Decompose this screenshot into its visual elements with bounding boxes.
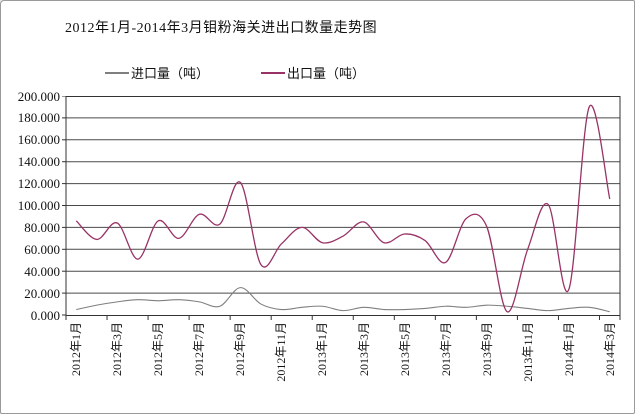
x-axis-label: 2013年5月 xyxy=(397,322,412,377)
import-line-swatch xyxy=(105,71,129,74)
import-line xyxy=(76,287,610,313)
export-line xyxy=(75,104,611,313)
x-axis-label: 2013年3月 xyxy=(356,322,371,377)
y-axis-label: 40.000 xyxy=(24,263,60,279)
export-line-swatch xyxy=(261,71,286,74)
y-axis-label: 200.000 xyxy=(17,88,60,104)
y-axis-label: 120.000 xyxy=(17,176,60,192)
x-axis-label: 2012年9月 xyxy=(233,322,248,377)
x-axis-label: 2014年3月 xyxy=(602,322,617,377)
y-axis-label: 160.000 xyxy=(17,132,60,148)
legend-item-export: 出口量（吨） xyxy=(261,63,365,82)
legend-label-export: 出口量（吨） xyxy=(287,66,366,81)
plot-area xyxy=(62,96,621,320)
legend-item-import: 进口量（吨） xyxy=(105,63,209,82)
x-axis-label: 2012年5月 xyxy=(151,322,166,377)
y-axis-label: 60.000 xyxy=(24,241,60,257)
x-axis-label: 2012年11月 xyxy=(274,322,289,382)
legend: 进口量（吨） 出口量（吨） xyxy=(105,63,365,82)
y-axis-label: 180.000 xyxy=(17,110,60,126)
legend-label-import: 进口量（吨） xyxy=(131,66,210,81)
chart-title: 2012年1月-2014年3月钼粉海关进出口数量走势图 xyxy=(65,21,378,36)
y-axis-label: 140.000 xyxy=(17,154,60,170)
x-axis-label: 2014年1月 xyxy=(561,322,576,377)
y-axis-label: 80.000 xyxy=(24,219,60,235)
y-axis-label: 100.000 xyxy=(17,198,60,213)
x-axis-label: 2013年9月 xyxy=(479,322,494,377)
y-axis-label: 20.000 xyxy=(24,285,60,301)
x-axis-label: 2013年1月 xyxy=(315,322,330,377)
x-axis-label: 2013年11月 xyxy=(520,322,535,382)
y-axis-label: 0.000 xyxy=(30,307,60,323)
x-axis-label: 2012年1月 xyxy=(69,322,84,377)
x-axis-label: 2012年7月 xyxy=(192,322,207,377)
x-axis-label: 2013年7月 xyxy=(438,322,453,377)
x-axis-label: 2012年3月 xyxy=(110,322,125,377)
